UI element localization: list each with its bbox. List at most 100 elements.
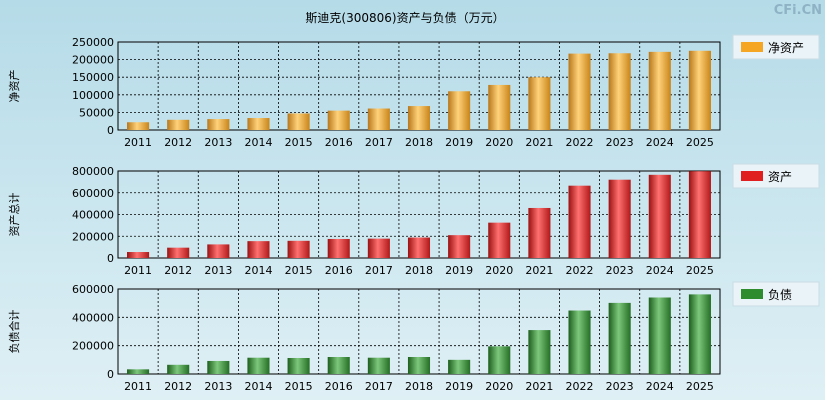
bar-liabilities-2023: [608, 302, 631, 374]
bar-liabilities-2019: [448, 359, 471, 374]
bar-assets-2020: [488, 222, 511, 258]
bar-equity-2025: [688, 50, 711, 130]
x-tick-label: 2019: [445, 136, 473, 149]
x-tick-label: 2015: [285, 136, 313, 149]
x-tick-label: 2013: [204, 264, 232, 277]
bar-assets-2013: [207, 244, 230, 258]
y-tick-label: 400000: [72, 311, 114, 324]
bar-assets-2021: [528, 207, 551, 258]
panel-assets: 0 200000 400000 600000 800000 2011 2012 2013 201…: [7, 163, 820, 277]
bar-assets-2018: [407, 237, 431, 258]
bar-assets-2016: [327, 238, 350, 258]
x-tick-label: 2024: [646, 264, 674, 277]
x-tick-label: 2016: [325, 264, 353, 277]
bar-equity-2024: [648, 51, 671, 130]
x-tick-label: 2023: [606, 136, 634, 149]
y-axis-label: 净资产: [7, 70, 21, 103]
x-tick-label: 2011: [124, 136, 152, 149]
legend-swatch: [741, 42, 763, 52]
x-tick-label: 2021: [525, 136, 553, 149]
y-tick-label: 250000: [72, 36, 114, 49]
bar-assets-2023: [608, 179, 631, 258]
x-tick-label: 2025: [686, 136, 714, 149]
x-tick-label: 2012: [164, 380, 192, 393]
x-tick-label: 2023: [606, 380, 634, 393]
y-tick-label: 0: [107, 124, 114, 137]
bar-equity-2020: [488, 84, 511, 130]
y-tick-label: 150000: [72, 71, 114, 84]
bar-equity-2012: [167, 119, 190, 130]
bar-assets-2024: [648, 174, 671, 258]
watermark: CFi.CN: [774, 3, 822, 18]
x-tick-label: 2014: [244, 264, 272, 277]
bar-assets-2022: [568, 185, 591, 258]
y-tick-label: 800000: [72, 165, 114, 178]
x-tick-label: 2015: [285, 380, 313, 393]
x-tick-label: 2017: [365, 380, 393, 393]
y-tick-label: 200000: [72, 230, 114, 243]
bar-assets-2012: [167, 247, 190, 258]
y-axis-label: 负债合计: [7, 310, 21, 354]
legend-liabilities: 负债: [732, 281, 820, 307]
bar-equity-2013: [207, 119, 230, 130]
bar-equity-2011: [127, 122, 150, 130]
x-tick-label: 2020: [485, 380, 513, 393]
bar-assets-2019: [448, 235, 471, 258]
bar-liabilities-2017: [367, 357, 390, 374]
x-tick-label: 2014: [244, 136, 272, 149]
bar-equity-2023: [608, 53, 631, 130]
bar-liabilities-2013: [207, 360, 230, 374]
y-tick-label: 400000: [72, 209, 114, 222]
bar-liabilities-2025: [688, 294, 711, 374]
y-tick-label: 200000: [72, 340, 114, 353]
legend-swatch: [741, 289, 763, 299]
legend-label: 净资产: [768, 41, 804, 55]
bar-equity-2018: [407, 106, 431, 130]
bar-liabilities-2015: [287, 357, 310, 374]
chart-title: 斯迪克(300806)资产与负债（万元）: [305, 11, 504, 25]
x-tick-label: 2019: [445, 380, 473, 393]
x-tick-label: 2022: [566, 264, 594, 277]
y-tick-label: 0: [107, 368, 114, 381]
bar-liabilities-2012: [167, 364, 190, 374]
bar-liabilities-2021: [528, 330, 551, 374]
bar-assets-2017: [367, 238, 390, 258]
x-tick-label: 2016: [325, 136, 353, 149]
bar-liabilities-2024: [648, 297, 671, 374]
bar-equity-2022: [568, 53, 591, 131]
x-tick-label: 2023: [606, 264, 634, 277]
x-tick-label: 2011: [124, 380, 152, 393]
y-tick-label: 600000: [72, 283, 114, 296]
bar-liabilities-2018: [407, 357, 431, 374]
x-tick-label: 2025: [686, 264, 714, 277]
legend-equity: 净资产: [732, 34, 820, 60]
y-tick-label: 200000: [72, 54, 114, 67]
x-tick-label: 2021: [525, 380, 553, 393]
y-tick-label: 100000: [72, 89, 114, 102]
x-tick-label: 2014: [244, 380, 272, 393]
x-tick-label: 2018: [405, 380, 433, 393]
bar-liabilities-2020: [488, 346, 511, 374]
panel-equity: 0 50000 100000 150000 200000 250000 2011 2012 20…: [7, 34, 820, 149]
legend-label: 资产: [768, 170, 792, 184]
bar-assets-2025: [688, 171, 711, 258]
x-tick-label: 2013: [204, 380, 232, 393]
y-tick-label: 0: [107, 252, 114, 265]
x-tick-label: 2011: [124, 264, 152, 277]
bar-assets-2015: [287, 240, 310, 258]
legend-swatch: [741, 171, 763, 181]
bar-liabilities-2016: [327, 357, 350, 374]
bar-assets-2011: [127, 252, 150, 258]
bar-equity-2017: [367, 108, 390, 130]
x-tick-label: 2016: [325, 380, 353, 393]
bar-equity-2016: [327, 110, 350, 130]
x-tick-label: 2017: [365, 136, 393, 149]
y-tick-label: 600000: [72, 187, 114, 200]
x-tick-label: 2021: [525, 264, 553, 277]
legend-label: 负债: [768, 288, 792, 302]
bar-equity-2021: [528, 77, 551, 130]
x-tick-label: 2019: [445, 264, 473, 277]
x-tick-label: 2012: [164, 264, 192, 277]
x-tick-label: 2015: [285, 264, 313, 277]
